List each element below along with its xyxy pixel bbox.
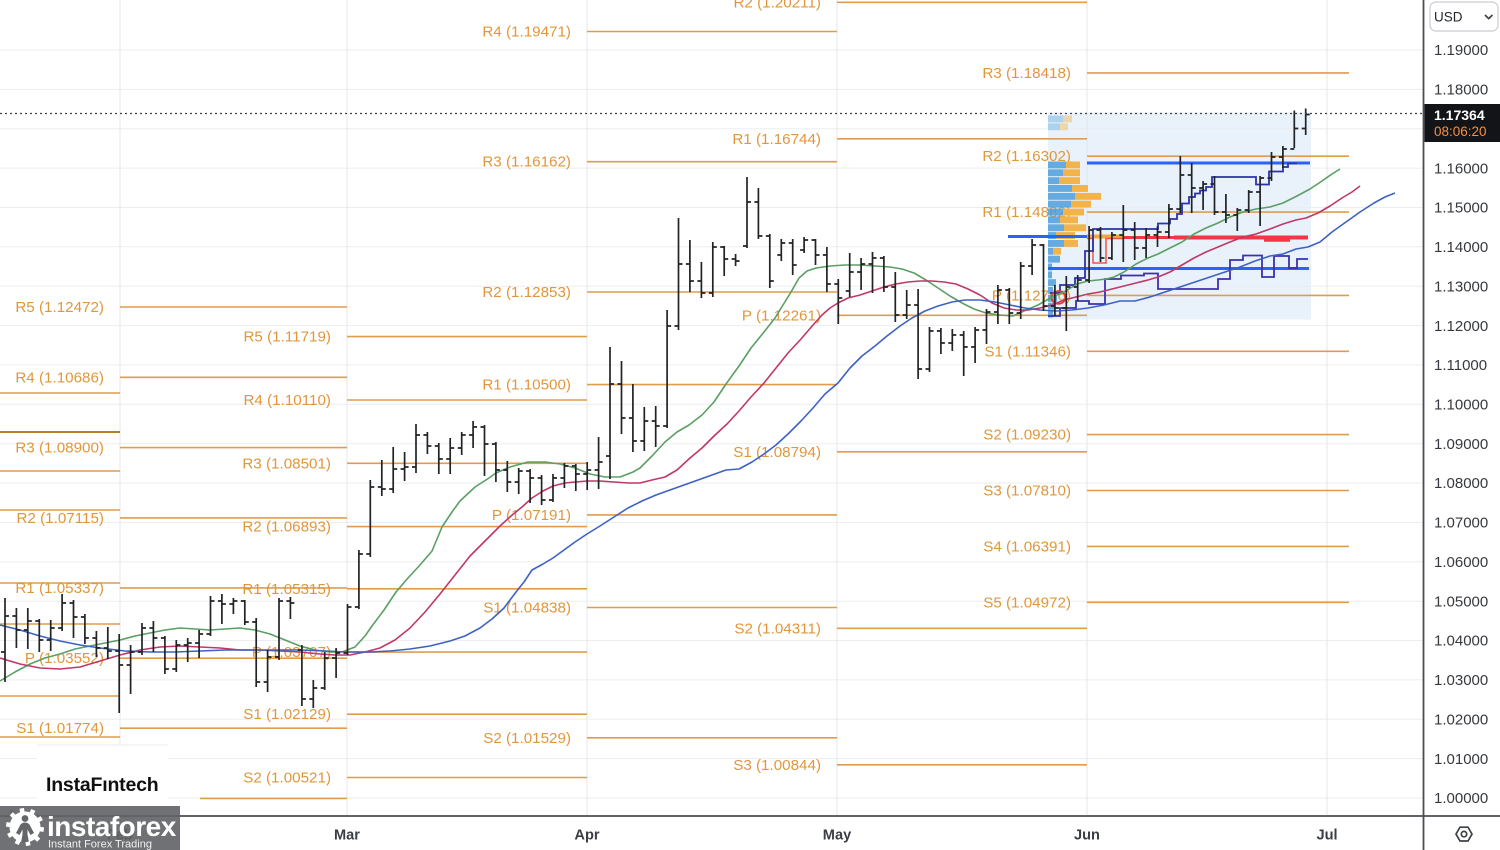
svg-text:R3 (1.16162): R3 (1.16162) [482,154,571,171]
svg-text:P (1.07191): P (1.07191) [492,507,571,524]
svg-text:S1 (1.04838): S1 (1.04838) [483,600,571,617]
svg-text:1.16000: 1.16000 [1434,160,1488,177]
svg-text:S1 (1.11346): S1 (1.11346) [984,343,1071,360]
svg-text:S5 (1.04972): S5 (1.04972) [983,594,1071,611]
svg-text:1.11000: 1.11000 [1434,357,1487,374]
svg-text:R1 (1.05337): R1 (1.05337) [15,580,104,597]
svg-text:R5 (1.11719): R5 (1.11719) [243,329,331,346]
svg-text:1.06000: 1.06000 [1434,554,1488,571]
svg-text:1.19000: 1.19000 [1434,42,1488,59]
svg-text:1.15000: 1.15000 [1434,200,1488,217]
svg-text:R1 (1.10500): R1 (1.10500) [482,377,571,394]
svg-text:P (1.03707): P (1.03707) [252,644,331,661]
svg-text:R2 (1.07115): R2 (1.07115) [16,510,104,527]
svg-text:R2 (1.06893): R2 (1.06893) [242,519,331,536]
svg-text:1.12000: 1.12000 [1434,318,1488,335]
svg-text:Instant Forex Trading: Instant Forex Trading [48,839,152,850]
svg-text:1.18000: 1.18000 [1434,82,1488,99]
svg-text:Jun: Jun [1074,828,1100,844]
svg-text:S1 (1.02129): S1 (1.02129) [243,706,331,723]
svg-text:Mar: Mar [334,828,360,844]
svg-text:R3 (1.18418): R3 (1.18418) [982,65,1071,82]
svg-text:R4 (1.10110): R4 (1.10110) [243,392,331,409]
svg-text:instaforex: instaforex [47,811,177,842]
svg-text:R2 (1.12853): R2 (1.12853) [482,284,571,301]
svg-text:1.13000: 1.13000 [1434,278,1488,295]
svg-text:1.07000: 1.07000 [1434,515,1488,532]
svg-text:08:06:20: 08:06:20 [1434,124,1487,139]
svg-text:1.17364: 1.17364 [1434,107,1485,123]
svg-text:S2 (1.00521): S2 (1.00521) [243,770,331,787]
svg-text:R1 (1.05315): R1 (1.05315) [242,581,331,598]
svg-text:Jul: Jul [1316,828,1337,844]
svg-text:R1 (1.16744): R1 (1.16744) [732,131,821,148]
svg-text:R4 (1.19471): R4 (1.19471) [482,24,571,41]
svg-text:S2 (1.04311): S2 (1.04311) [734,620,821,637]
svg-text:R3 (1.08501): R3 (1.08501) [242,455,331,472]
svg-text:1.05000: 1.05000 [1434,593,1488,610]
svg-text:1.04000: 1.04000 [1434,633,1488,650]
svg-text:InstaFıntech: InstaFıntech [46,774,158,796]
svg-text:USD: USD [1434,10,1463,25]
svg-text:R3 (1.08900): R3 (1.08900) [15,440,104,457]
svg-text:1.03000: 1.03000 [1434,672,1488,689]
svg-text:1.02000: 1.02000 [1434,712,1488,729]
svg-text:R2 (1.20211): R2 (1.20211) [733,0,821,11]
svg-text:S1 (1.01774): S1 (1.01774) [16,720,104,737]
svg-text:S3 (1.00844): S3 (1.00844) [733,757,821,774]
svg-text:1.14000: 1.14000 [1434,239,1488,256]
svg-text:1.09000: 1.09000 [1434,436,1488,453]
svg-text:1.00000: 1.00000 [1434,790,1488,807]
svg-text:P (1.12261): P (1.12261) [742,307,821,324]
svg-text:1.01000: 1.01000 [1434,751,1488,768]
svg-text:Apr: Apr [574,828,599,844]
svg-text:R2 (1.16302): R2 (1.16302) [982,148,1071,165]
svg-text:R5 (1.12472): R5 (1.12472) [15,299,104,316]
svg-text:1.08000: 1.08000 [1434,475,1488,492]
svg-text:S1 (1.08794): S1 (1.08794) [733,444,821,461]
svg-text:1.10000: 1.10000 [1434,397,1488,414]
svg-text:R4 (1.10686): R4 (1.10686) [15,369,104,386]
svg-text:S3 (1.07810): S3 (1.07810) [983,483,1071,500]
svg-text:S2 (1.09230): S2 (1.09230) [983,427,1071,444]
svg-text:P (1.03552): P (1.03552) [25,650,104,667]
svg-text:S2 (1.01529): S2 (1.01529) [483,730,571,747]
svg-text:S4 (1.06391): S4 (1.06391) [983,538,1071,555]
svg-text:May: May [823,828,852,844]
